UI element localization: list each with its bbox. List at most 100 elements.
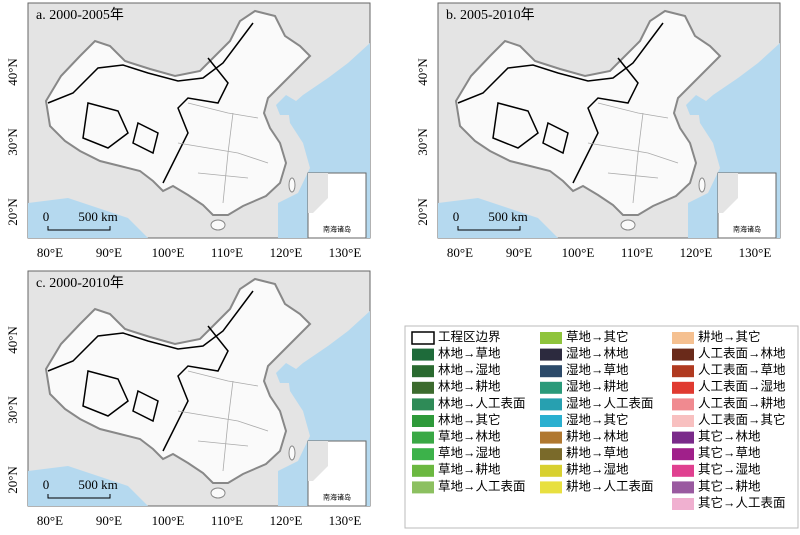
map — [27, 270, 371, 507]
lon-label: 100°E — [152, 513, 185, 528]
legend-label: 耕地→林地 — [566, 428, 629, 443]
scale-bar — [457, 226, 521, 231]
legend-swatch — [672, 332, 694, 344]
legend-label: 湿地→林地 — [566, 345, 629, 360]
legend-label: 其它→林地 — [698, 428, 761, 443]
legend-swatch — [540, 398, 562, 411]
legend-swatch — [540, 464, 562, 477]
lat-label: 30°N — [415, 128, 430, 156]
lon-label: 90°E — [96, 245, 122, 260]
legend-swatch — [412, 415, 434, 427]
legend-label: 草地→林地 — [438, 429, 501, 443]
legend-swatch — [412, 348, 434, 361]
panel-title: b. 2005-2010年 — [446, 7, 535, 23]
legend-swatch — [540, 481, 562, 494]
legend-swatch — [540, 365, 562, 378]
legend-label: 耕地→人工表面 — [566, 478, 654, 493]
legend-swatch — [672, 398, 694, 411]
legend-swatch — [412, 431, 434, 444]
map-panel: a. 2000-2005年 40°N 30°N 20°N 80°E 90°E 100°E 11… — [5, 2, 371, 260]
lon-label: 110°E — [211, 245, 243, 260]
lat-label: 20°N — [415, 198, 430, 226]
legend-box — [404, 325, 799, 529]
legend-label: 林地→其它 — [438, 412, 501, 427]
legend-label: 耕地→湿地 — [566, 462, 629, 477]
legend-swatch — [540, 348, 562, 361]
legend-swatch — [672, 431, 694, 444]
legend-swatch — [411, 331, 435, 345]
legend-swatch — [412, 398, 434, 411]
legend-label: 人工表面→湿地 — [698, 379, 786, 394]
scale-zero: 0 — [453, 209, 460, 224]
lon-label: 130°E — [739, 245, 772, 260]
legend-swatch — [540, 381, 562, 394]
inset-label: 南海诸岛 — [733, 225, 761, 234]
lat-label: 20°N — [5, 466, 20, 494]
legend-label: 林地→耕地 — [438, 379, 501, 394]
panel-title: c. 2000-2010年 — [36, 275, 124, 291]
legend-label: 湿地→其它 — [566, 412, 629, 427]
lon-label: 110°E — [621, 245, 653, 260]
lon-label: 130°E — [329, 245, 362, 260]
scale-bar — [47, 226, 111, 231]
lat-label: 40°N — [5, 58, 20, 86]
lon-label: 90°E — [506, 245, 532, 260]
legend-label: 工程区边界 — [438, 329, 501, 344]
lon-label: 100°E — [152, 245, 185, 260]
scale-label: 500 km — [78, 477, 117, 492]
legend-label: 林地→草地 — [438, 346, 501, 360]
lon-label: 80°E — [37, 513, 63, 528]
legend-label: 草地→湿地 — [438, 445, 501, 460]
legend-label: 人工表面→林地 — [698, 346, 786, 360]
legend-swatch — [412, 481, 434, 494]
map — [437, 2, 781, 239]
legend-label: 湿地→人工表面 — [566, 395, 654, 410]
lat-label: 20°N — [5, 198, 20, 226]
legend-swatch — [540, 415, 562, 427]
scale-zero: 0 — [43, 477, 50, 492]
lon-label: 130°E — [329, 513, 362, 528]
map — [27, 2, 371, 239]
scale-label: 500 km — [488, 209, 527, 224]
legend-label: 耕地→其它 — [698, 329, 761, 344]
scale-zero: 0 — [43, 209, 50, 224]
legend-swatch — [412, 381, 434, 394]
legend-swatch — [672, 464, 694, 477]
lon-label: 120°E — [270, 513, 303, 528]
map-panel: b. 2005-2010年 40°N 30°N 20°N 80°E 90°E 100°E 11… — [415, 2, 781, 260]
scale-label: 500 km — [78, 209, 117, 224]
legend-label: 人工表面→草地 — [698, 363, 786, 377]
legend-label: 其它→草地 — [698, 445, 761, 460]
scale-bar — [47, 494, 111, 499]
legend-swatch — [672, 481, 694, 494]
legend-label: 草地→其它 — [566, 329, 629, 344]
lon-label: 100°E — [562, 245, 595, 260]
legend-label: 其它→人工表面 — [698, 495, 786, 510]
legend-swatch — [540, 431, 562, 444]
legend-label: 其它→湿地 — [698, 462, 761, 477]
lat-label: 40°N — [415, 58, 430, 86]
lon-label: 80°E — [447, 245, 473, 260]
legend-swatch — [412, 365, 434, 378]
legend-label: 林地→湿地 — [438, 362, 501, 377]
legend-swatch — [540, 332, 562, 344]
panel-title: a. 2000-2005年 — [36, 7, 124, 23]
lat-label: 30°N — [5, 128, 20, 156]
lat-label: 30°N — [5, 396, 20, 424]
legend-swatch — [672, 415, 694, 427]
legend-swatch — [672, 365, 694, 378]
lat-label: 40°N — [5, 326, 20, 354]
legend-label: 林地→人工表面 — [438, 396, 526, 410]
lon-label: 120°E — [680, 245, 713, 260]
legend-swatch — [412, 448, 434, 461]
legend-swatch — [412, 464, 434, 477]
legend-label: 草地→耕地 — [438, 462, 501, 477]
lon-label: 120°E — [270, 245, 303, 260]
inset-label: 南海诸岛 — [323, 225, 351, 234]
legend-label: 人工表面→其它 — [698, 412, 786, 427]
inset-label: 南海诸岛 — [323, 493, 351, 502]
lon-label: 80°E — [37, 245, 63, 260]
legend-swatch — [672, 448, 694, 461]
legend-label: 湿地→耕地 — [566, 379, 629, 394]
